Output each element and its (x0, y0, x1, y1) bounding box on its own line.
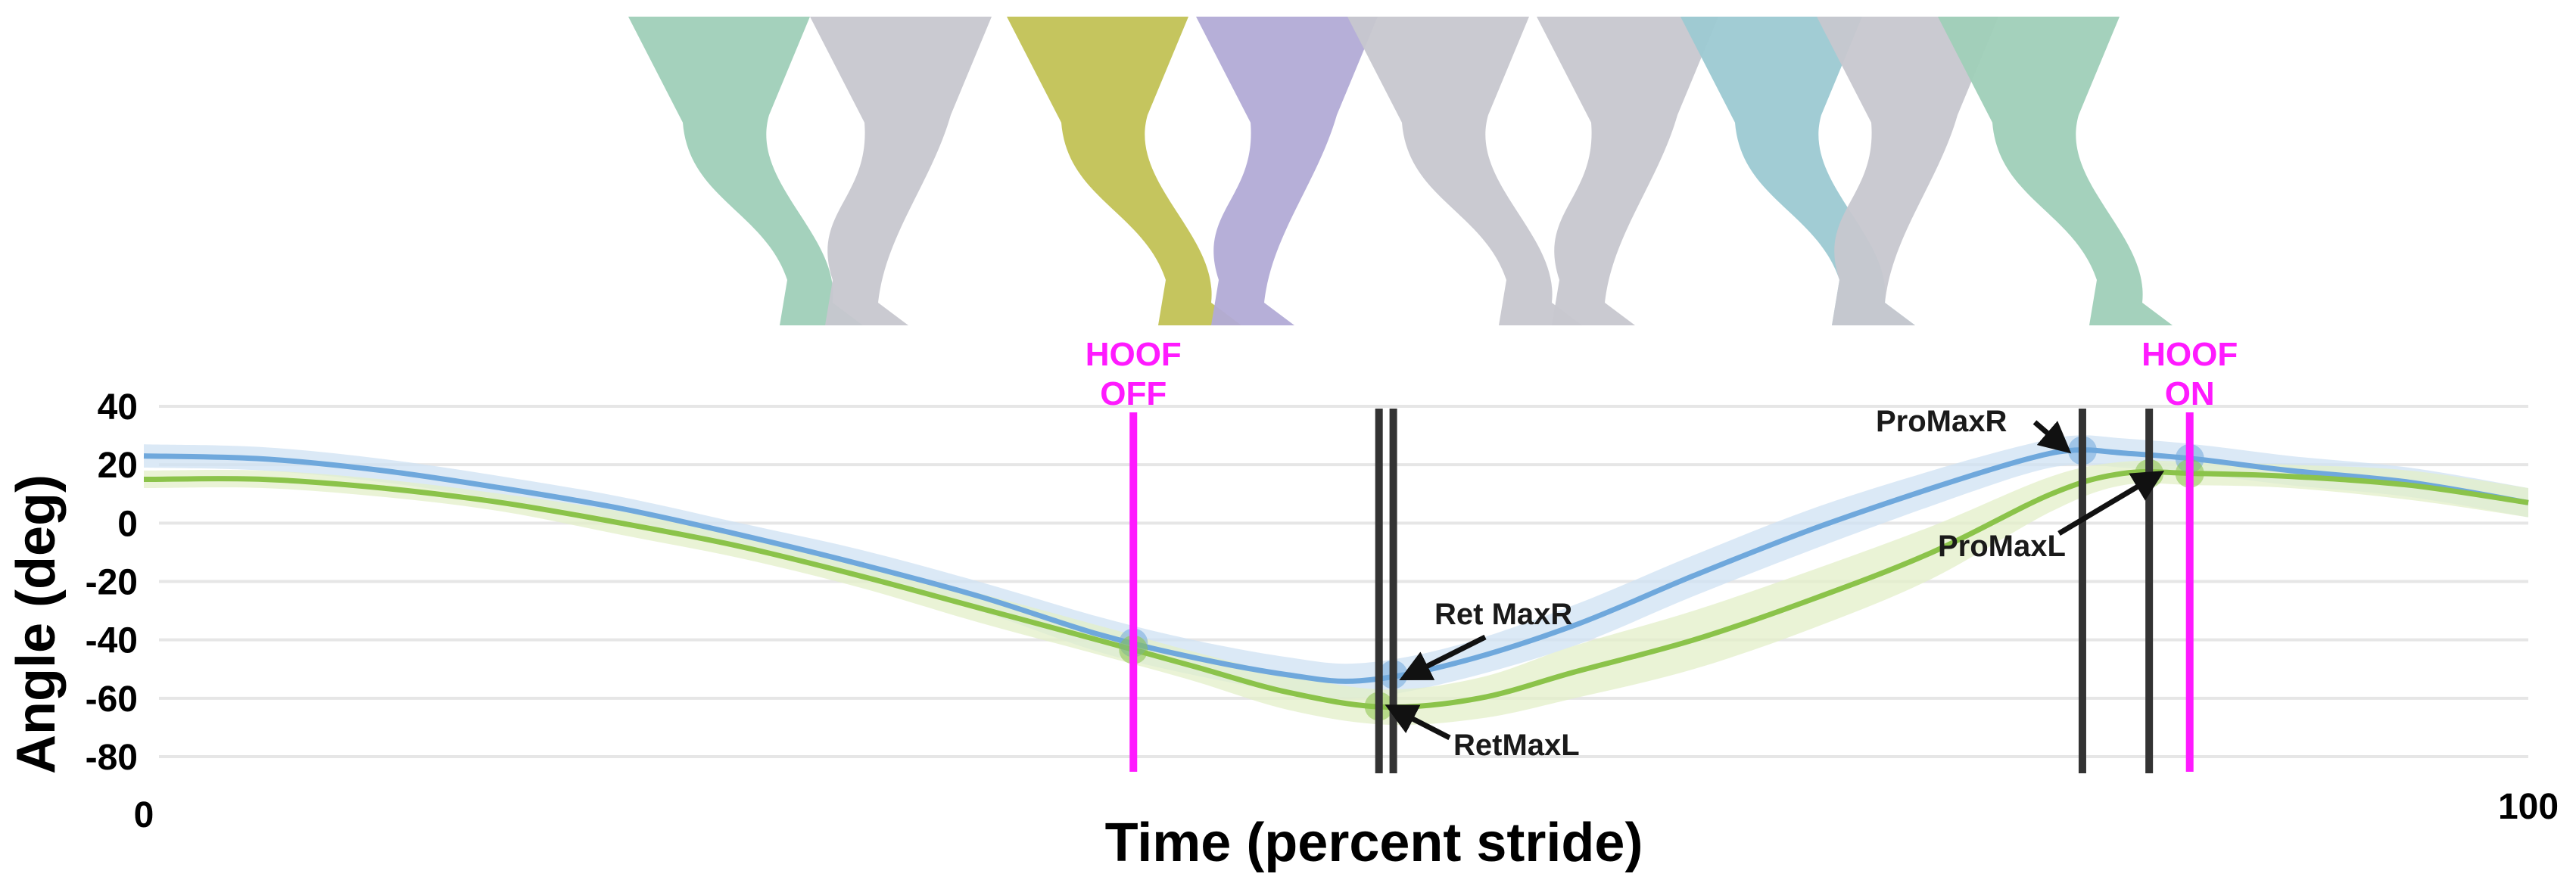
peak-annotations: Ret MaxR RetMaxL ProMaxR ProMaxL (1385, 405, 2165, 762)
y-tick-label: -80 (86, 738, 138, 778)
y-axis-title: Angle (deg) (6, 474, 67, 774)
annotation-arrow (2057, 471, 2165, 536)
y-tick-labels: 40 20 0 -20 -40 -60 -80 (86, 387, 138, 778)
limb-silhouette (628, 17, 863, 325)
confidence-bands (144, 435, 2528, 726)
hoof-event-label: ON (2165, 375, 2215, 412)
annotation-arrow (2032, 420, 2072, 454)
y-tick-label: 40 (98, 387, 138, 428)
confidence-band (144, 460, 2528, 726)
x-tick-label-0: 0 (134, 795, 154, 835)
limb-silhouette (810, 17, 992, 325)
peak-annotation-label: ProMaxR (1876, 405, 2007, 438)
limb-silhouette (1347, 17, 1582, 325)
limb-silhouette (1938, 17, 2173, 325)
limb-silhouette (1537, 17, 1718, 325)
limb-silhouette (1007, 17, 1241, 325)
annotation-arrow (1399, 634, 1487, 680)
y-tick-label: -60 (86, 679, 138, 720)
limb-silhouette (1817, 17, 1998, 325)
limb-silhouette-strip (628, 17, 2173, 325)
peak-annotation-label: ProMaxL (1938, 530, 2066, 563)
annotation-arrow (1385, 704, 1451, 741)
y-tick-label: -20 (86, 563, 138, 603)
y-tick-label: 20 (98, 446, 138, 486)
y-tick-label: -40 (86, 621, 138, 661)
x-tick-label-100: 100 (2498, 787, 2559, 827)
peak-annotation-label: Ret MaxR (1434, 598, 1572, 631)
limb-silhouette (1196, 17, 1378, 325)
peak-annotation-label: RetMaxL (1453, 729, 1580, 762)
hoof-event-label: HOOF (2141, 336, 2238, 373)
y-tick-label: 0 (117, 504, 138, 544)
x-axis-title: Time (percent stride) (1105, 813, 1643, 873)
hoof-event-label: OFF (1100, 375, 1167, 412)
confidence-band (144, 435, 2528, 699)
hoof-event-label: HOOF (1086, 336, 1182, 373)
